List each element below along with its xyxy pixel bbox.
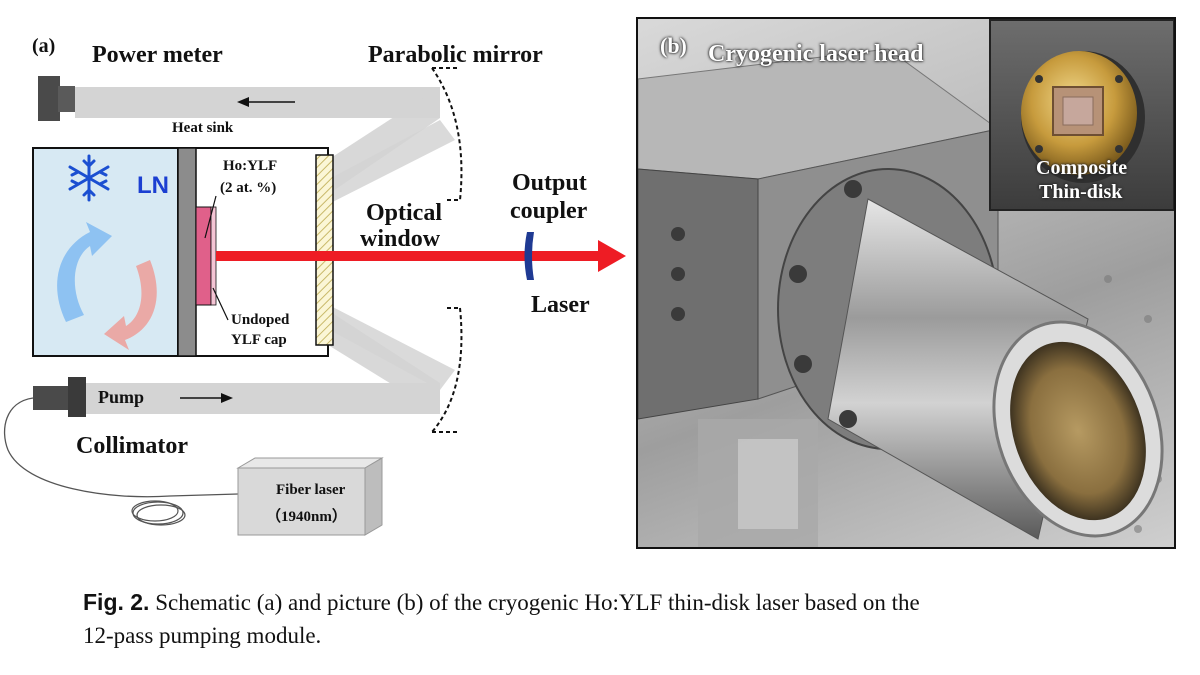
caption-text-line2: 12-pass pumping module. (83, 623, 322, 648)
thin-disk-illustration (1021, 51, 1145, 183)
parabolic-mirror-upper (431, 67, 463, 201)
laser-head-photo: (b) Cryogenic laser head Composite Thin-… (636, 17, 1176, 549)
panel-b-tag: (b) (660, 33, 687, 58)
fiber-laser-side (364, 457, 383, 536)
inset-label-line2: Thin-disk (1039, 181, 1123, 203)
inset-label-line1: Composite (1036, 157, 1128, 179)
heat-sink (177, 147, 197, 357)
laser-label: Laser (531, 292, 590, 318)
power-meter-body (38, 76, 60, 121)
crystal-label-line1: Ho:YLF (223, 158, 278, 174)
beam-pump-in (75, 383, 440, 414)
laser-beam (216, 251, 601, 261)
ln-label: LN (137, 172, 169, 199)
pump-arrow-head (221, 393, 233, 403)
output-coupler-label-line1: Output (512, 170, 587, 196)
snowflake-icon (68, 154, 110, 202)
crystal-label-line2: (2 at. %) (220, 180, 277, 196)
fiber-cable (4, 397, 239, 498)
optical-window-label-line1: Optical (366, 200, 442, 226)
collimator-body (33, 386, 71, 410)
panel-b-title: Cryogenic laser head (708, 41, 924, 67)
fiber-laser-label-line1: Fiber laser (276, 482, 346, 498)
parabolic-mirror-lower (431, 307, 463, 433)
cap-label-line1: Undoped (231, 312, 290, 328)
power-meter-head (58, 86, 75, 112)
output-coupler-label-line2: coupler (510, 198, 588, 224)
warm-circulation-arrow (104, 260, 157, 350)
cool-circulation-arrow (57, 222, 112, 322)
return-arrow-head (237, 97, 249, 107)
cap-leader (212, 287, 229, 321)
power-meter-label: Power meter (92, 42, 223, 68)
crystal-leader (204, 195, 217, 239)
laser-head-illustration (638, 48, 1164, 547)
optical-window (315, 154, 334, 346)
caption-fig-label: Fig. 2. (83, 589, 150, 615)
fiber-laser-front (237, 467, 366, 536)
figure-caption: Fig. 2. Schematic (a) and picture (b) of… (83, 586, 1143, 652)
thin-disk-inset: Composite Thin-disk (989, 19, 1174, 211)
caption-text-line1: Schematic (a) and picture (b) of the cry… (155, 590, 920, 615)
pump-label: Pump (98, 387, 145, 407)
heat-sink-label: Heat sink (172, 120, 234, 136)
fiber-coil-2 (136, 504, 186, 526)
laser-arrow-head (598, 240, 626, 272)
collimator-head (68, 377, 86, 417)
parabolic-mirror-label: Parabolic mirror (368, 42, 543, 68)
schematic-drawing (4, 67, 626, 536)
collimator-label: Collimator (76, 433, 188, 459)
optical-window-label-line2: window (360, 226, 441, 252)
cap-label-line2: YLF cap (231, 332, 287, 348)
fiber-laser-top (236, 457, 384, 469)
fiber-coil-3 (131, 500, 179, 522)
schematic-panel: (a) Power meter Parabolic mirror Heat si… (0, 0, 630, 560)
panel-a-tag: (a) (32, 35, 56, 57)
fiber-laser-label-line2: （1940nm） (266, 509, 347, 525)
output-coupler (524, 232, 534, 280)
